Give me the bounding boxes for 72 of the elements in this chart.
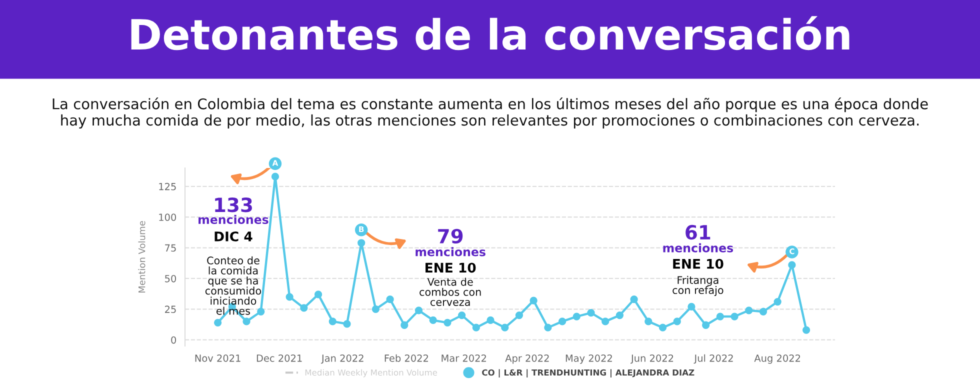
- point: [544, 324, 552, 332]
- chart-subtitle: La conversación en Colombia del tema es constante aumenta en los últimos meses del año porque es una época donde hay mucha comida de por medio, las otras menciones son relevantes por promociones o combinaciones con cerveza.: [52, 97, 928, 129]
- chart-title: Detonantes de la conversación: [131, 16, 850, 50]
- annotation: DIC 4: [214, 231, 252, 242]
- y-axis-title: Mention Volume: [138, 221, 146, 293]
- y-tick-label: 75: [165, 244, 176, 252]
- point: [702, 321, 710, 329]
- point: [242, 318, 250, 326]
- point: [730, 312, 738, 320]
- point: [673, 318, 681, 326]
- point: [400, 321, 408, 329]
- x-tick-label: Jul 2022: [694, 354, 733, 364]
- point: [472, 324, 480, 332]
- point: [802, 326, 810, 334]
- point: [602, 318, 610, 326]
- annotation: 79: [438, 228, 463, 244]
- x-tick-label: Mar 2022: [442, 354, 486, 362]
- point: [630, 296, 638, 304]
- point: [328, 318, 336, 326]
- annotation: Fritanga con refajo: [672, 276, 724, 296]
- point: [774, 298, 782, 306]
- annotation: 61: [686, 224, 710, 240]
- annotation: menciones: [663, 243, 734, 252]
- point: [716, 312, 724, 320]
- y-tick-label: 100: [159, 214, 176, 221]
- x-tick-label: Feb 2022: [384, 354, 428, 362]
- annotation: ENE 10: [673, 258, 724, 269]
- x-tick-label: Aug 2022: [754, 354, 800, 364]
- point: [458, 311, 466, 320]
- y-tick-label: 125: [159, 182, 176, 190]
- point: [372, 305, 380, 313]
- point: [486, 316, 494, 324]
- point: [429, 316, 437, 324]
- annotation: ENE 10: [426, 262, 476, 273]
- point: [314, 290, 322, 298]
- x-tick-label: Jan 2022: [320, 354, 364, 364]
- x-tick-label: Apr 2022: [505, 354, 549, 364]
- point: [386, 296, 394, 304]
- point: [286, 293, 294, 301]
- annotation: Venta de combos con cerveza: [420, 278, 481, 306]
- x-tick-label: May 2022: [566, 354, 612, 364]
- point: [788, 261, 796, 269]
- point: [515, 311, 524, 320]
- annotation: menciones: [416, 247, 486, 256]
- point: [616, 311, 624, 320]
- point: [587, 309, 595, 317]
- point: [343, 320, 351, 328]
- point: [271, 172, 280, 180]
- point: [644, 318, 652, 326]
- legend-label: CO | L&R | TRENDHUNTING | ALEJANDRA DIAZ: [482, 369, 694, 378]
- annotation: menciones: [198, 214, 268, 224]
- point: [501, 324, 509, 332]
- y-tick-label: 50: [165, 274, 176, 282]
- y-tick-label: 25: [165, 306, 176, 314]
- point: [759, 308, 768, 316]
- point: [257, 308, 265, 316]
- point: [444, 318, 452, 326]
- point: [358, 239, 366, 247]
- point: [300, 304, 308, 312]
- x-tick-label: Nov 2021: [195, 354, 240, 362]
- x-tick-label: Dec 2021: [256, 354, 302, 362]
- point: [530, 296, 538, 304]
- point: [658, 324, 667, 332]
- point: [688, 302, 696, 311]
- point: [414, 306, 423, 314]
- point: [558, 318, 566, 326]
- point: [214, 318, 222, 326]
- annotation: 133: [215, 198, 252, 212]
- point: [572, 312, 580, 320]
- point: [745, 306, 753, 314]
- y-tick-label: 0: [171, 336, 176, 344]
- x-tick-label: Jun 2022: [630, 354, 674, 364]
